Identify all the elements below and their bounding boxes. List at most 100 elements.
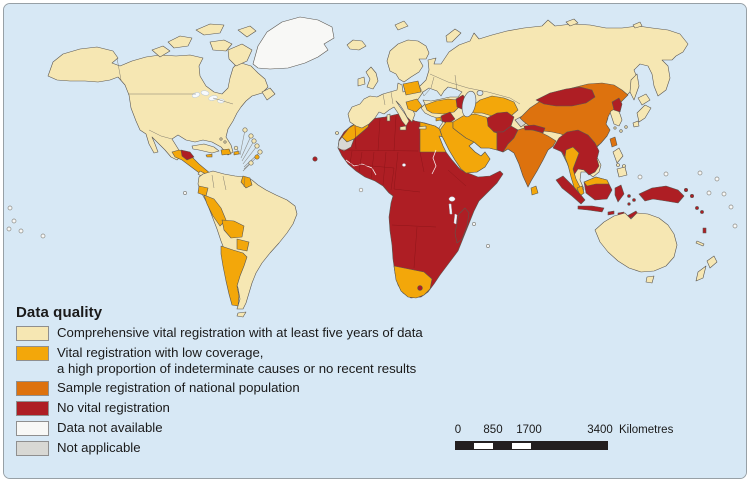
region-south-africa (393, 265, 433, 299)
region-sakhalin (629, 73, 640, 101)
pacific-island-marker (7, 205, 13, 211)
legend-swatch-low-coverage (16, 346, 49, 361)
indian-ocean-island-marker (486, 244, 490, 248)
region-sardinia (386, 113, 391, 122)
region-paraguay (236, 238, 250, 252)
region-arctic-island (237, 25, 257, 38)
galapagos-marker (183, 191, 187, 195)
region-lesotho (417, 285, 423, 291)
lake-malawi (453, 213, 458, 225)
region-south-america (197, 170, 298, 310)
legend-swatch-sample (16, 381, 49, 396)
region-lesser-sunda (607, 210, 615, 216)
region-newfoundland (261, 87, 276, 101)
scale-unit: Kilometres (619, 424, 674, 436)
legend-swatch-no-data (16, 421, 49, 436)
region-ireland (357, 76, 366, 87)
region-solomon (700, 210, 704, 214)
region-uk (365, 66, 379, 90)
scale-label-0: 0 (454, 424, 462, 436)
legend-label: Not applicable (57, 440, 141, 455)
region-sumatra (555, 175, 586, 205)
region-japan-hokkaido (637, 93, 651, 106)
region-svalbard (394, 20, 409, 31)
region-argentina (220, 245, 248, 307)
legend-item-none: No vital registration (16, 401, 423, 416)
pacific-island-marker (11, 218, 17, 224)
scale-bar: 0 850 1700 3400 Kilometres (455, 424, 745, 456)
lake-victoria (448, 196, 456, 202)
region-japan-honshu (636, 104, 652, 123)
sao-tome-marker (358, 187, 364, 193)
region-russia-islands (632, 21, 643, 29)
legend-label: Comprehensive vital registration with at… (57, 325, 423, 340)
legend-swatch-comprehensive (16, 326, 49, 341)
region-melanesia (689, 194, 694, 199)
region-canary (335, 131, 339, 135)
region-vanuatu (702, 227, 707, 234)
indian-ocean-island-marker (472, 222, 476, 226)
africa-borders (341, 115, 467, 269)
region-arctic-island (167, 35, 193, 49)
region-moluccas (627, 202, 631, 206)
country-borders (116, 57, 521, 191)
great-lake (200, 90, 210, 96)
antilles-circle-amber (254, 154, 260, 160)
legend-item-no-data: Data not available (16, 421, 423, 436)
region-tierra-del-fuego (236, 311, 247, 318)
region-balkans (405, 98, 423, 113)
region-nepal (523, 124, 546, 134)
region-japan-kyushu (632, 120, 640, 128)
legend-item-sample: Sample registration of national populati… (16, 381, 423, 396)
antilles-circle (242, 127, 248, 133)
region-ryukyu (619, 129, 623, 133)
region-melanesia (683, 188, 688, 193)
region-arctic-island (209, 39, 233, 52)
legend-item-comprehensive: Comprehensive vital registration with at… (16, 326, 423, 341)
region-philippines (616, 163, 620, 167)
region-cape-verde (312, 156, 318, 162)
antilles-circle (248, 160, 254, 166)
region-sicily (399, 125, 407, 131)
region-new-guinea (638, 185, 685, 204)
region-moluccas (627, 194, 631, 198)
region-ryukyu (613, 126, 617, 130)
map-area (3, 3, 747, 479)
pacific-island-marker (732, 223, 738, 229)
region-tasmania (645, 275, 655, 284)
region-mongolia (535, 86, 596, 107)
region-nz-south (695, 265, 707, 282)
pacific-island-marker (697, 170, 703, 176)
scale-label-3400: 3400 (587, 424, 613, 436)
aral-sea (476, 90, 484, 96)
region-sulawesi (614, 184, 625, 203)
region-cyprus (435, 116, 442, 122)
region-puerto-rico (233, 150, 240, 156)
region-cuba (191, 143, 220, 154)
region-scandinavia (386, 39, 430, 83)
region-honduras (180, 149, 195, 161)
scale-bar-rule (455, 441, 608, 450)
region-russia-islands (565, 18, 579, 27)
legend: Data quality Comprehensive vital registr… (16, 304, 423, 461)
world-map (4, 4, 746, 478)
region-iran (452, 113, 498, 151)
legend-label: No vital registration (57, 400, 170, 415)
region-taiwan (609, 136, 618, 148)
region-turkey (424, 98, 461, 115)
region-poland (402, 80, 422, 96)
region-russia-islands (445, 28, 462, 43)
legend-swatch-none (16, 401, 49, 416)
scale-label-850: 850 (483, 424, 503, 436)
antilles-circle (257, 149, 263, 155)
region-philippines-mindanao (616, 166, 628, 178)
caspian-sea (461, 90, 477, 118)
pacific-island-marker (663, 171, 669, 177)
region-india (502, 127, 557, 188)
pacific-island-marker (637, 174, 643, 180)
region-nz-north (706, 255, 718, 269)
region-philippines-luzon (612, 147, 624, 164)
legend-label: Data not available (57, 420, 163, 435)
region-borneo-malaysia (583, 176, 610, 187)
